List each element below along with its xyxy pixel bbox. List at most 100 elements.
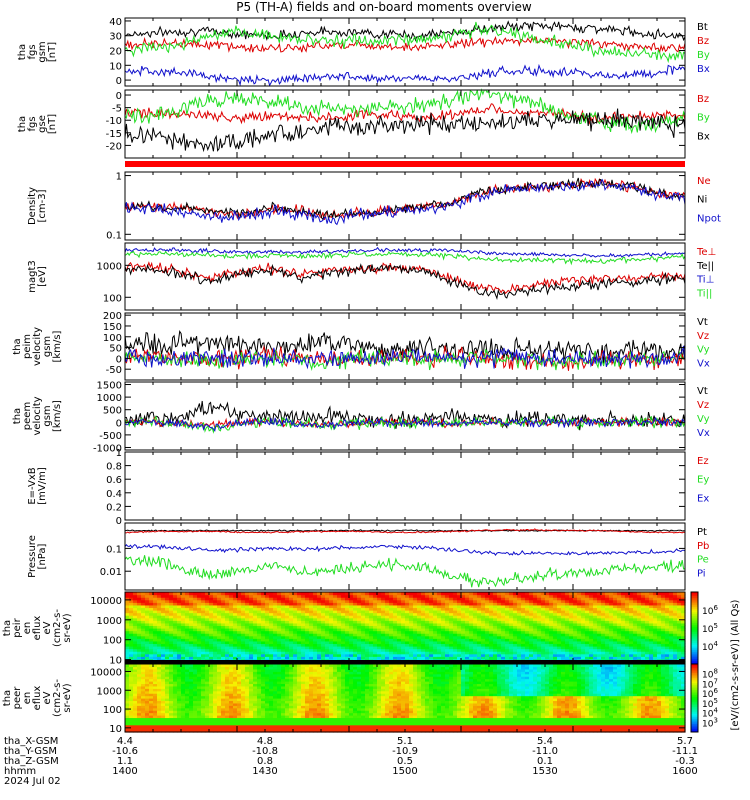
ylabel-peer_eflux-2: en <box>22 692 33 705</box>
heatmap-cell <box>185 617 190 621</box>
heatmap-cell <box>421 594 426 598</box>
heatmap-cell <box>613 643 618 647</box>
heatmap-cell <box>309 599 314 603</box>
heatmap-cell <box>209 625 214 629</box>
heatmap-cell <box>601 633 606 637</box>
heatmap-cell <box>353 653 358 657</box>
heatmap-cell <box>309 622 314 627</box>
heatmap-cell <box>381 615 386 619</box>
heatmap-cell <box>209 604 214 609</box>
heatmap-cell <box>213 622 218 627</box>
heatmap-cell <box>233 643 238 647</box>
heatmap-cell <box>437 594 442 598</box>
heatmap-cell <box>133 690 138 694</box>
heatmap-cell <box>285 648 290 652</box>
heatmap-cell <box>445 622 450 627</box>
heatmap-cell <box>145 673 150 677</box>
heatmap-cell <box>477 602 482 606</box>
heatmap-cell <box>345 628 350 632</box>
heatmap-cell <box>501 653 506 657</box>
heatmap-cell <box>437 646 442 650</box>
heatmap-cell <box>289 640 294 645</box>
heatmap-cell <box>289 597 294 601</box>
legend-density-Ni: Ni <box>697 195 707 206</box>
heatmap-cell <box>493 607 498 611</box>
heatmap-cell <box>169 646 174 650</box>
heatmap-cell <box>597 653 602 657</box>
heatmap-cell <box>373 653 378 657</box>
heatmap-cell <box>681 602 686 606</box>
heatmap-cell <box>645 604 650 609</box>
heatmap-cell <box>177 615 182 619</box>
heatmap-cell <box>181 695 186 699</box>
heatmap-cell <box>397 630 402 634</box>
heatmap-cell <box>145 640 150 645</box>
heatmap-cell <box>349 604 354 609</box>
heatmap-cell <box>329 628 334 632</box>
heatmap-cell <box>153 707 158 711</box>
heatmap-cell <box>185 602 190 606</box>
heatmap-cell <box>253 617 258 621</box>
heatmap-cell <box>329 638 334 642</box>
heatmap-cell <box>609 625 614 629</box>
heatmap-cell <box>653 604 658 609</box>
heatmap-cell <box>517 646 522 650</box>
heatmap-cell <box>253 615 258 619</box>
heatmap-cell <box>313 604 318 609</box>
heatmap-cell <box>149 599 154 603</box>
heatmap-cell <box>157 633 162 637</box>
heatmap-cell <box>233 610 238 614</box>
heatmap-cell <box>181 724 186 728</box>
heatmap-cell <box>529 643 534 647</box>
heatmap-cell <box>545 592 550 596</box>
heatmap-cell <box>161 592 166 596</box>
heatmap-cell <box>201 602 206 606</box>
heatmap-cell <box>529 597 534 601</box>
heatmap-cell <box>357 630 362 634</box>
heatmap-cell <box>361 610 366 614</box>
heatmap-cell <box>137 717 142 721</box>
heatmap-cell <box>301 633 306 637</box>
heatmap-cell <box>581 653 586 657</box>
heatmap-cell <box>141 592 146 596</box>
heatmap-cell <box>157 719 162 723</box>
heatmap-cell <box>645 628 650 632</box>
heatmap-cell <box>217 615 222 619</box>
heatmap-cell <box>141 620 146 624</box>
heatmap-cell <box>217 607 222 611</box>
heatmap-cell <box>177 695 182 699</box>
heatmap-cell <box>509 640 514 645</box>
heatmap-cell <box>489 607 494 611</box>
heatmap-cell <box>325 643 330 647</box>
heatmap-cell <box>133 673 138 677</box>
heatmap-cell <box>433 651 438 655</box>
heatmap-cell <box>633 620 638 624</box>
heatmap-cell <box>301 599 306 603</box>
heatmap-cell <box>193 625 198 629</box>
heatmap-cell <box>321 612 326 616</box>
heatmap-cell <box>417 656 422 660</box>
heatmap-cell <box>201 628 206 632</box>
heatmap-cell <box>273 617 278 621</box>
heatmap-cell <box>229 607 234 611</box>
heatmap-cell <box>229 602 234 606</box>
heatmap-cell <box>125 717 130 721</box>
heatmap-cell <box>649 643 654 647</box>
heatmap-cell <box>637 612 642 616</box>
heatmap-cell <box>677 651 682 655</box>
heatmap-cell <box>189 633 194 637</box>
heatmap-cell <box>437 625 442 629</box>
heatmap-cell <box>509 620 514 624</box>
heatmap-cell <box>625 638 630 642</box>
heatmap-cell <box>373 625 378 629</box>
heatmap-cell <box>537 615 542 619</box>
heatmap-cell <box>165 625 170 629</box>
heatmap-cell <box>317 594 322 598</box>
heatmap-cell <box>313 612 318 616</box>
heatmap-cell <box>657 594 662 598</box>
heatmap-cell <box>581 607 586 611</box>
heatmap-cell <box>273 612 278 616</box>
heatmap-cell <box>285 638 290 642</box>
heatmap-cell <box>553 643 558 647</box>
heatmap-cell <box>397 599 402 603</box>
